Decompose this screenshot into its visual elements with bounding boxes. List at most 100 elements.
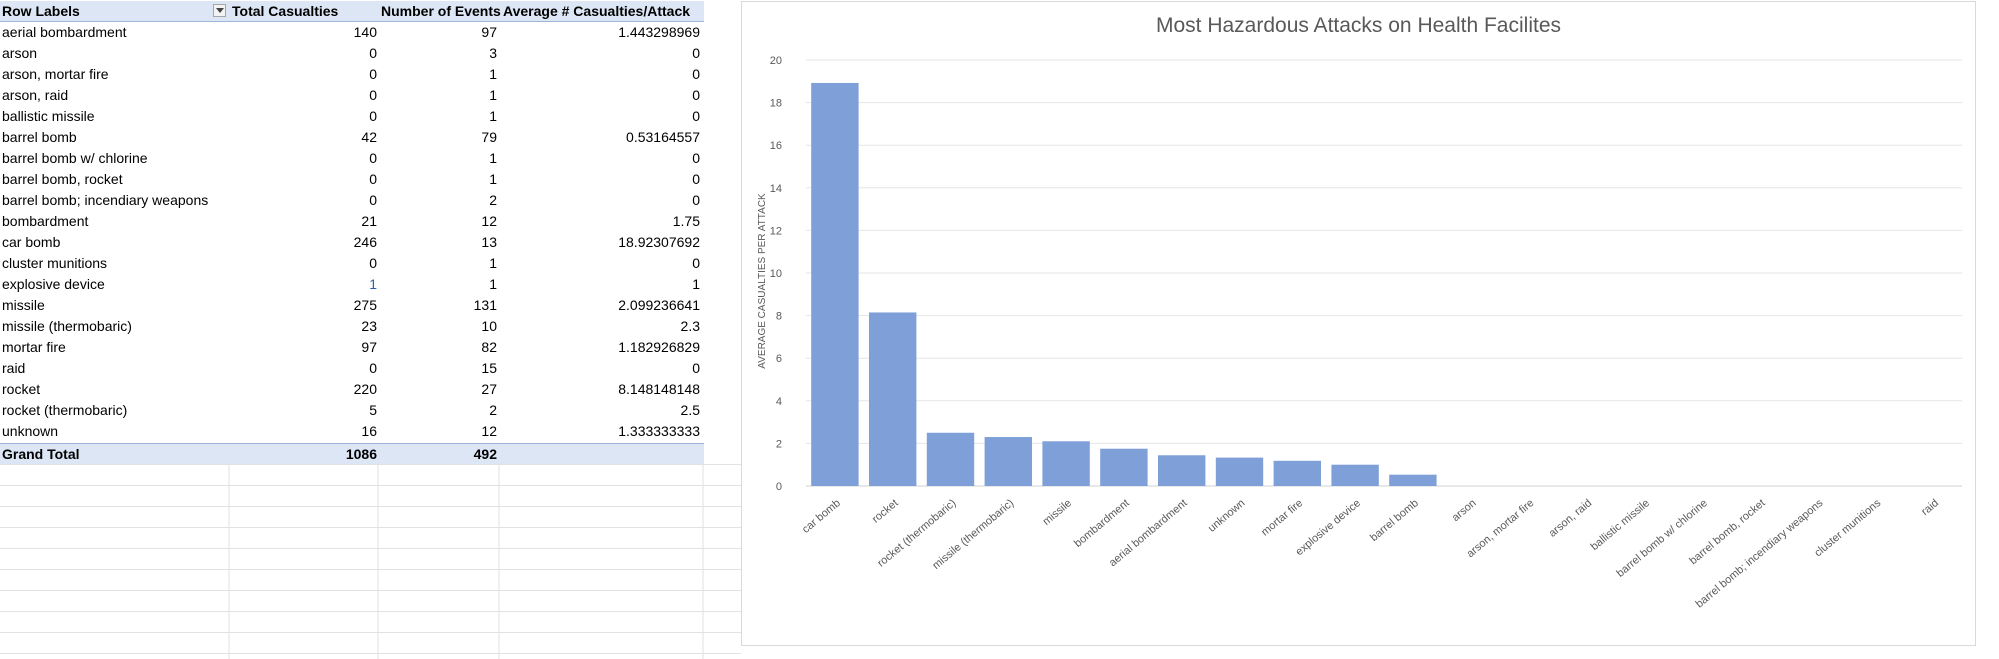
row-average-casualties: 8.148148148: [618, 381, 700, 397]
pivot-row[interactable]: barrel bomb; incendiary weapons 0 2 0: [0, 190, 704, 211]
row-label: barrel bomb w/ chlorine: [2, 150, 148, 166]
chevron-down-icon: [216, 8, 224, 13]
row-number-of-events: 1: [489, 108, 497, 124]
pivot-row[interactable]: raid 0 15 0: [0, 358, 704, 379]
row-number-of-events: 10: [481, 318, 497, 334]
y-tick-label: 6: [776, 353, 782, 365]
x-tick-label: barrel bomb; incendiary weapons: [1694, 497, 1826, 611]
row-label: cluster munitions: [2, 255, 108, 271]
x-tick-label: raid: [1919, 497, 1941, 518]
bar[interactable]: [1331, 464, 1379, 486]
pivot-row[interactable]: rocket (thermobaric) 5 2 2.5: [0, 400, 704, 421]
bar[interactable]: [1215, 457, 1264, 486]
row-average-casualties: 0: [692, 192, 700, 208]
row-number-of-events: 12: [481, 213, 497, 229]
row-number-of-events: 15: [481, 360, 497, 376]
row-number-of-events: 12: [481, 423, 497, 439]
row-number-of-events: 1: [489, 255, 497, 271]
row-average-casualties: 1.182926829: [618, 339, 700, 355]
row-label: barrel bomb: [2, 129, 77, 145]
x-tick-label: car bomb: [800, 497, 843, 536]
header-row-labels: Row Labels: [2, 3, 80, 19]
row-total-casualties: 97: [361, 339, 377, 355]
row-total-casualties: 23: [361, 318, 377, 334]
bar[interactable]: [1273, 460, 1321, 486]
x-tick-label: arson, raid: [1547, 497, 1595, 540]
pivot-row[interactable]: aerial bombardment 140 97 1.443298969: [0, 22, 704, 43]
grand-total-events: 492: [473, 446, 497, 462]
row-number-of-events: 1: [489, 87, 497, 103]
row-label: ballistic missile: [2, 108, 95, 124]
bar[interactable]: [1100, 448, 1148, 486]
pivot-row[interactable]: bombardment 21 12 1.75: [0, 211, 704, 232]
row-label: unknown: [2, 423, 59, 439]
row-number-of-events: 13: [481, 234, 497, 250]
pivot-row[interactable]: arson, mortar fire 0 1 0: [0, 64, 704, 85]
pivot-row[interactable]: barrel bomb w/ chlorine 0 1 0: [0, 148, 704, 169]
filter-dropdown-button[interactable]: [213, 4, 226, 17]
bar[interactable]: [1389, 474, 1437, 486]
row-number-of-events: 2: [489, 402, 497, 418]
bar[interactable]: [926, 432, 975, 486]
pivot-row[interactable]: car bomb 246 13 18.92307692: [0, 232, 704, 253]
pivot-row[interactable]: arson, raid 0 1 0: [0, 85, 704, 106]
row-label: explosive device: [2, 276, 105, 292]
row-total-casualties: 1: [369, 276, 377, 292]
row-number-of-events: 2: [489, 192, 497, 208]
row-label: arson, mortar fire: [2, 66, 109, 82]
row-label: arson, raid: [2, 87, 69, 103]
row-number-of-events: 82: [481, 339, 497, 355]
row-total-casualties: 0: [369, 87, 377, 103]
row-number-of-events: 97: [481, 24, 497, 40]
bar[interactable]: [869, 312, 917, 486]
bar[interactable]: [1158, 455, 1206, 486]
row-total-casualties: 42: [361, 129, 377, 145]
row-total-casualties: 0: [369, 171, 377, 187]
row-number-of-events: 79: [481, 129, 497, 145]
row-total-casualties: 0: [369, 360, 377, 376]
row-average-casualties: 1.75: [672, 213, 700, 229]
pivot-row[interactable]: missile 275 131 2.099236641: [0, 295, 704, 316]
row-number-of-events: 1: [489, 66, 497, 82]
x-tick-label: barrel bomb: [1368, 497, 1421, 544]
bar[interactable]: [811, 82, 859, 486]
row-average-casualties: 2.5: [680, 402, 700, 418]
row-total-casualties: 0: [369, 66, 377, 82]
row-average-casualties: 1: [692, 276, 700, 292]
pivot-row[interactable]: arson 0 3 0: [0, 43, 704, 64]
row-average-casualties: 0: [692, 171, 700, 187]
row-average-casualties: 1.443298969: [618, 24, 700, 40]
pivot-row[interactable]: barrel bomb, rocket 0 1 0: [0, 169, 704, 190]
pivot-row[interactable]: rocket 220 27 8.148148148: [0, 379, 704, 400]
y-tick-label: 12: [770, 225, 782, 237]
y-tick-label: 8: [776, 311, 782, 323]
sheet-gridlines: [0, 464, 741, 659]
row-average-casualties: 0: [692, 87, 700, 103]
row-label: aerial bombardment: [2, 24, 127, 40]
bar[interactable]: [1042, 441, 1090, 486]
row-number-of-events: 1: [489, 150, 497, 166]
x-tick-label: unknown: [1206, 497, 1247, 535]
chart-area[interactable]: 0 2 4 6 8 10 12 14 16 18 20 AVERAGE CASUALTIES PER …: [741, 1, 1976, 646]
x-tick-label: rocket: [870, 497, 901, 525]
pivot-row[interactable]: cluster munitions 0 1 0: [0, 253, 704, 274]
row-average-casualties: 0: [692, 108, 700, 124]
pivot-row[interactable]: barrel bomb 42 79 0.53164557: [0, 127, 704, 148]
pivot-grand-total-row: Grand Total 1086 492: [0, 443, 704, 464]
row-total-casualties: 0: [369, 192, 377, 208]
pivot-row[interactable]: missile (thermobaric) 23 10 2.3: [0, 316, 704, 337]
row-label: missile: [2, 297, 45, 313]
pivot-row[interactable]: unknown 16 12 1.333333333: [0, 421, 704, 442]
chart-title: Most Hazardous Attacks on Health Facilit…: [1155, 14, 1561, 37]
row-average-casualties: 0: [692, 66, 700, 82]
pivot-row[interactable]: mortar fire 97 82 1.182926829: [0, 337, 704, 358]
grand-total-casualties: 1086: [345, 446, 377, 462]
row-average-casualties: 0.53164557: [626, 129, 700, 145]
header-average-casualties: Average # Casualties/Attack: [503, 3, 691, 19]
row-label: barrel bomb; incendiary weapons: [2, 192, 209, 208]
y-axis-title: AVERAGE CASUALTIES PER ATTACK: [757, 193, 768, 369]
bar[interactable]: [984, 437, 1032, 486]
pivot-row[interactable]: ballistic missile 0 1 0: [0, 106, 704, 127]
pivot-row[interactable]: explosive device 1 1 1: [0, 274, 704, 295]
row-label: missile (thermobaric): [2, 318, 132, 334]
